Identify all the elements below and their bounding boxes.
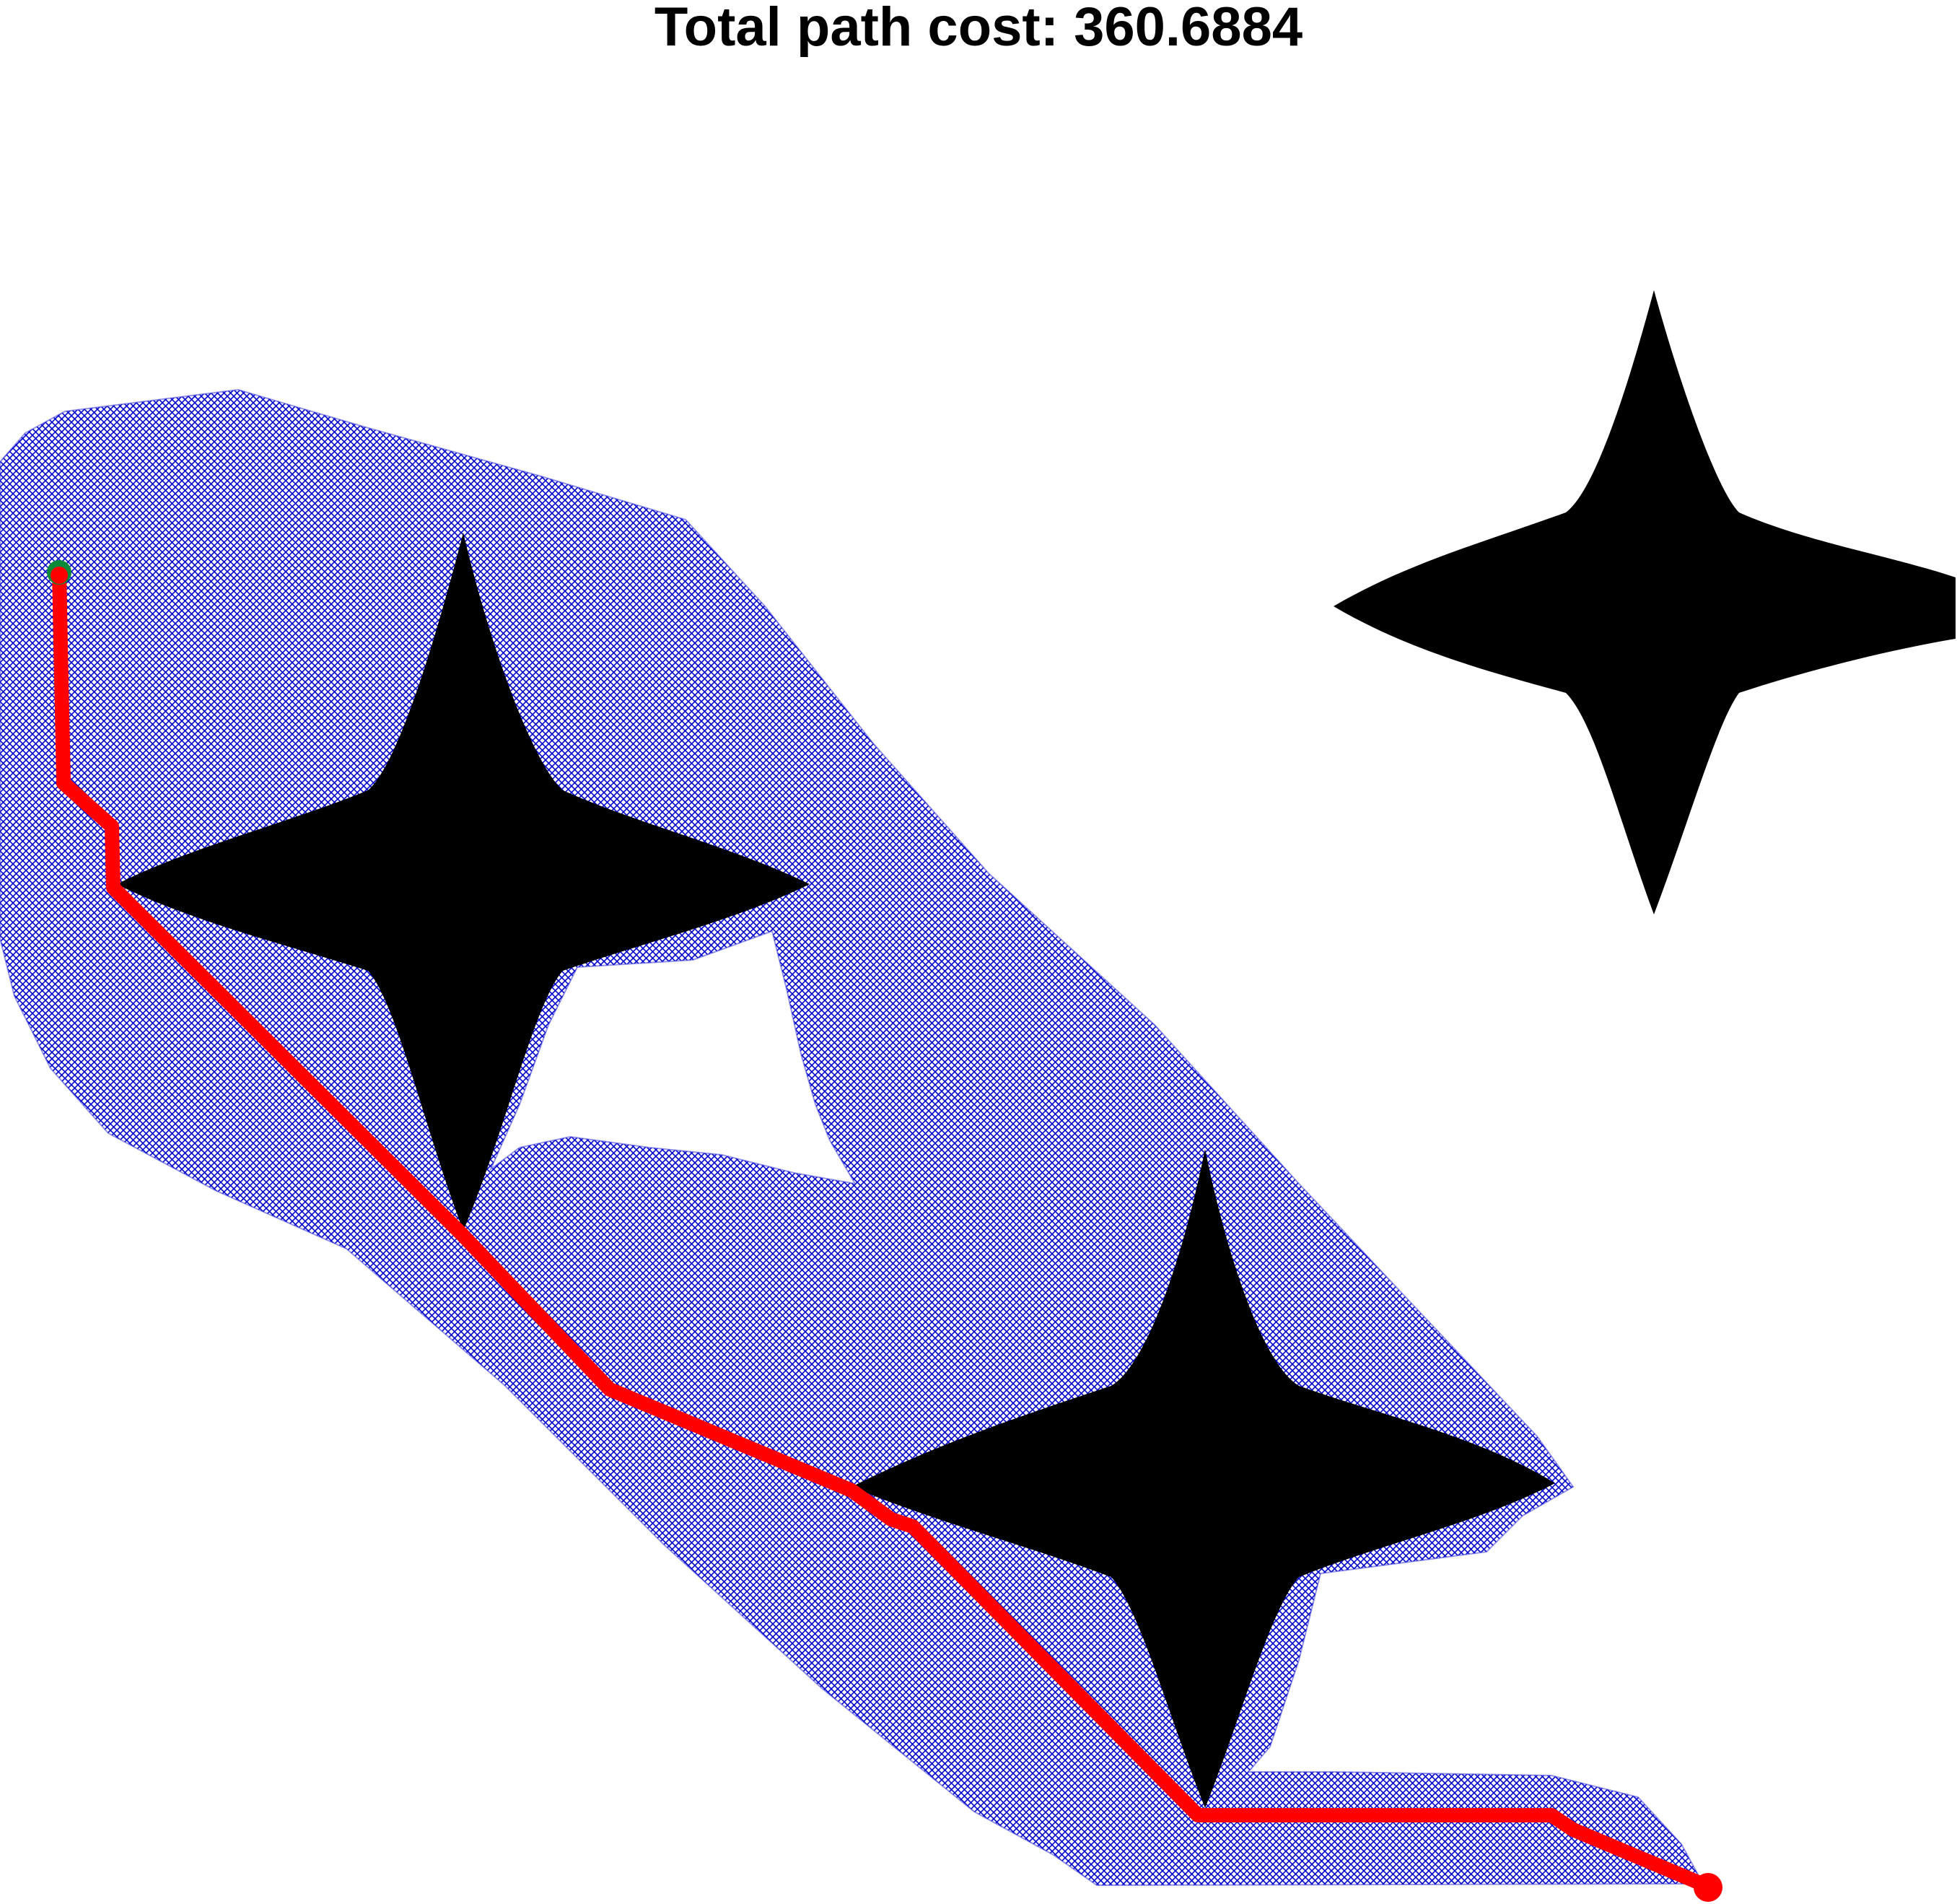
start-point bbox=[51, 567, 68, 584]
goal-marker bbox=[1694, 1873, 1722, 1902]
star-obstacle-3 bbox=[1334, 290, 1956, 914]
